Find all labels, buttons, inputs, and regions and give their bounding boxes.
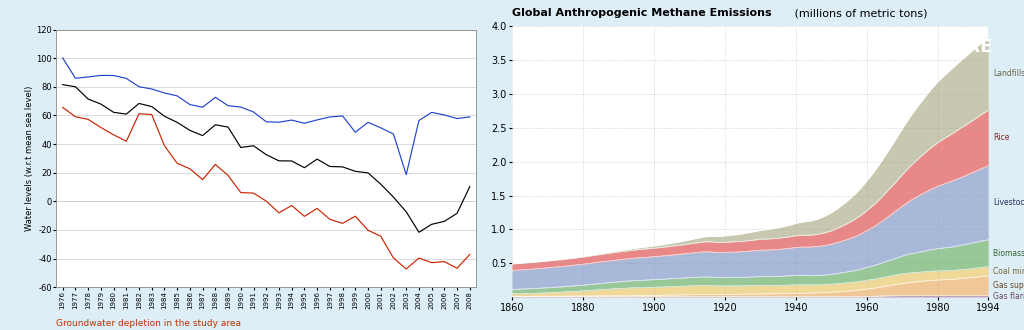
Text: Gas flaring: Gas flaring	[993, 292, 1024, 301]
Text: Livestock: Livestock	[993, 198, 1024, 207]
Text: BEFORE: BEFORE	[913, 38, 993, 56]
Text: Rice: Rice	[993, 133, 1010, 142]
Text: Coal mining: Coal mining	[993, 267, 1024, 276]
Text: Landfills: Landfills	[993, 69, 1024, 78]
Text: Gas supply: Gas supply	[993, 281, 1024, 290]
Y-axis label: Water levels (w.r.t mean sea level): Water levels (w.r.t mean sea level)	[25, 86, 34, 231]
Text: Groundwater depletion in the study area: Groundwater depletion in the study area	[56, 319, 242, 328]
Text: (millions of metric tons): (millions of metric tons)	[791, 8, 927, 18]
Text: Biomass burning: Biomass burning	[993, 249, 1024, 258]
Text: Global Anthropogenic Methane Emissions: Global Anthropogenic Methane Emissions	[512, 8, 772, 18]
